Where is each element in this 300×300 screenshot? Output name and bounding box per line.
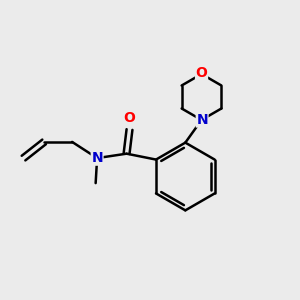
Text: N: N bbox=[196, 113, 208, 127]
Text: O: O bbox=[196, 66, 208, 80]
Text: N: N bbox=[91, 151, 103, 165]
Text: O: O bbox=[124, 111, 135, 125]
